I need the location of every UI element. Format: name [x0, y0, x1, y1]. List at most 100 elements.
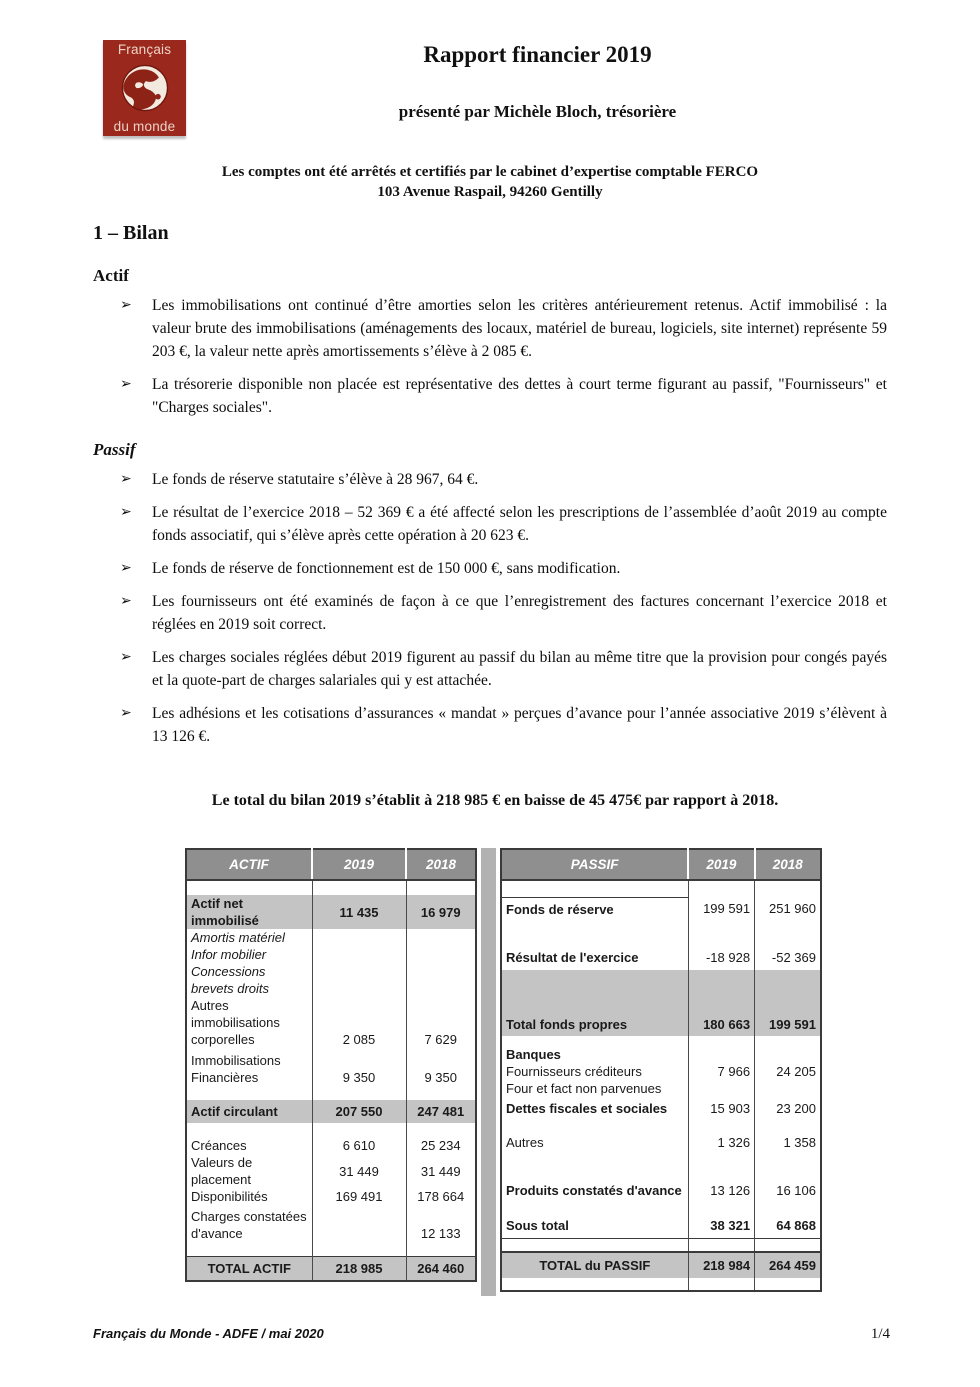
y2018-cell — [754, 1046, 821, 1063]
y2018-cell: 247 481 — [405, 1100, 476, 1123]
bullet-text: Les immobilisations ont continué d’être … — [152, 297, 887, 360]
y2019-cell: 218 985 — [311, 1256, 406, 1281]
label-cell: Disponibilités — [191, 1189, 268, 1204]
y2019-cell: 207 550 — [311, 1100, 406, 1123]
actif-bullet-list: ➢ Les immobilisations ont continué d’êtr… — [93, 294, 887, 419]
label-cell: Actif circulant — [186, 1100, 312, 1123]
y2018-cell: 12 133 — [405, 1205, 476, 1244]
y2018-cell: 251 960 — [754, 897, 821, 920]
report-header: Rapport financier 2019 présenté par Mich… — [95, 42, 980, 122]
passif-row-fournisseurs: Fournisseurs créditeurs 7 966 24 205 — [501, 1063, 821, 1080]
table-gutter-shadow — [481, 848, 496, 1296]
list-item: ➢ Les charges sociales réglées début 201… — [120, 646, 887, 692]
y2018-cell: 23 200 — [754, 1097, 821, 1120]
page-footer: Français du Monde - ADFE / mai 2020 1/4 — [93, 1326, 890, 1343]
actif-row-circulant: Actif circulant 207 550 247 481 — [186, 1100, 476, 1123]
y2019-cell: 218 984 — [687, 1251, 755, 1278]
y2018-cell: 64 868 — [754, 1213, 821, 1239]
spacer-cell — [754, 880, 821, 898]
spacer-cell — [311, 1123, 406, 1137]
actif-row-disponibilites: Disponibilités 169 491 178 664 — [186, 1188, 476, 1205]
y2019-cell: 199 591 — [687, 897, 755, 920]
y2018-cell: 264 460 — [405, 1256, 476, 1281]
spacer-cell — [754, 970, 821, 1012]
passif-row-total: TOTAL du PASSIF 218 984 264 459 — [501, 1251, 821, 1278]
spacer-cell — [501, 880, 689, 898]
actif-row-valeurs-placement: Valeurs de placement 31 449 31 449 — [186, 1154, 476, 1188]
spacer-cell — [405, 1088, 476, 1100]
passif-row-autres: Autres 1 326 1 358 — [501, 1130, 821, 1154]
y2019-cell: 7 966 — [687, 1063, 755, 1080]
spacer-cell — [501, 920, 688, 944]
y2019-cell: 180 663 — [687, 1012, 755, 1036]
actif-row-net-immobilise: Actif net immobilisé 11 435 16 979 — [186, 895, 476, 929]
label-cell: Immobilisations Financières — [191, 1053, 281, 1085]
y2018-cell: 31 449 — [405, 1154, 476, 1188]
passif-row-dettes-fiscales: Dettes fiscales et sociales 15 903 23 20… — [501, 1097, 821, 1120]
spacer-cell — [405, 1123, 476, 1137]
y2018-cell: 264 459 — [754, 1251, 821, 1278]
table-header-row: PASSIF 2019 2018 — [501, 849, 821, 881]
passif-row-total-fonds-propres: Total fonds propres 180 663 199 591 — [501, 1012, 821, 1036]
logo-text-bottom: du monde — [113, 119, 176, 134]
passif-row-fonds-reserve: Fonds de réserve 199 591 251 960 — [501, 897, 821, 920]
y2018-cell: 25 234 — [405, 1137, 476, 1154]
arrow-bullet-icon: ➢ — [120, 377, 132, 392]
passif-row-four-fact: Four et fact non parvenues — [501, 1080, 821, 1097]
passif-bullet-list: ➢ Le fonds de réserve statutaire s’élève… — [93, 468, 887, 748]
label-cell: Résultat de l'exercice — [506, 949, 639, 965]
arrow-bullet-icon: ➢ — [120, 298, 132, 313]
label-cell: Autres — [506, 1134, 544, 1150]
y2019-cell: 169 491 — [311, 1188, 406, 1205]
year-2018-header-cell: 2018 — [405, 849, 476, 881]
label-cell: Total fonds propres — [501, 1012, 689, 1036]
label-cell: TOTAL ACTIF — [186, 1256, 312, 1281]
label-cell: Fournisseurs créditeurs — [506, 1064, 642, 1079]
spacer-cell — [687, 920, 755, 944]
passif-row-sous-total: Sous total 38 321 64 868 — [501, 1213, 821, 1239]
section-title-bilan: 1 – Bilan — [93, 222, 169, 244]
spacer-cell — [405, 880, 476, 895]
actif-row-charges-constatees: Charges constatées d'avance 12 133 — [186, 1205, 476, 1244]
spacer-cell — [501, 1238, 689, 1252]
y2018-cell: 16 979 — [405, 895, 476, 929]
bullet-text: Le fonds de réserve de fonctionnement es… — [152, 560, 621, 577]
passif-heading: Passif — [93, 440, 136, 459]
y2018-cell — [754, 1080, 821, 1097]
spacer-cell — [687, 1120, 755, 1130]
spacer-row — [186, 1123, 476, 1137]
passif-header-cell: PASSIF — [501, 849, 689, 881]
spacer-cell — [687, 1278, 755, 1291]
y2019-cell: 38 321 — [687, 1213, 755, 1239]
spacer-cell — [311, 1244, 406, 1257]
y2019-cell: 9 350 — [311, 1050, 406, 1088]
spacer-row — [501, 1120, 821, 1130]
spacer-cell — [186, 880, 312, 895]
y2018-cell: -52 369 — [754, 944, 821, 970]
y2019-cell — [687, 1046, 755, 1063]
y2018-cell: 199 591 — [754, 1012, 821, 1036]
actif-heading: Actif — [93, 266, 129, 285]
bullet-text: Les charges sociales réglées début 2019 … — [152, 649, 887, 689]
spacer-row — [501, 1036, 821, 1046]
label-cell: Dettes fiscales et sociales — [506, 1101, 668, 1116]
list-item: ➢ Le fonds de réserve statutaire s’élève… — [120, 468, 887, 491]
spacer-cell — [186, 1088, 312, 1100]
list-item: ➢ Les fournisseurs ont été examinés de f… — [120, 590, 887, 636]
y2019-cell: 6 610 — [311, 1137, 406, 1154]
spacer-cell — [754, 1154, 821, 1178]
bilan-total-line: Le total du bilan 2019 s’établit à 218 9… — [211, 792, 779, 809]
spacer-cell — [687, 1238, 755, 1252]
spacer-cell — [687, 1203, 755, 1213]
label-cell: Sous total — [506, 1218, 569, 1233]
globe-icon — [121, 64, 168, 112]
spacer-cell — [754, 1036, 821, 1046]
bullet-text: Les adhésions et les cotisations d’assur… — [152, 705, 887, 745]
spacer-row — [501, 880, 821, 898]
arrow-bullet-icon: ➢ — [120, 505, 132, 520]
spacer-cell — [754, 1238, 821, 1252]
main-content: 1 – Bilan Actif ➢ Les immobilisations on… — [93, 222, 887, 1296]
spacer-cell — [405, 1244, 476, 1257]
footer-org-label: Français du Monde - ADFE / mai 2020 — [93, 1326, 324, 1341]
